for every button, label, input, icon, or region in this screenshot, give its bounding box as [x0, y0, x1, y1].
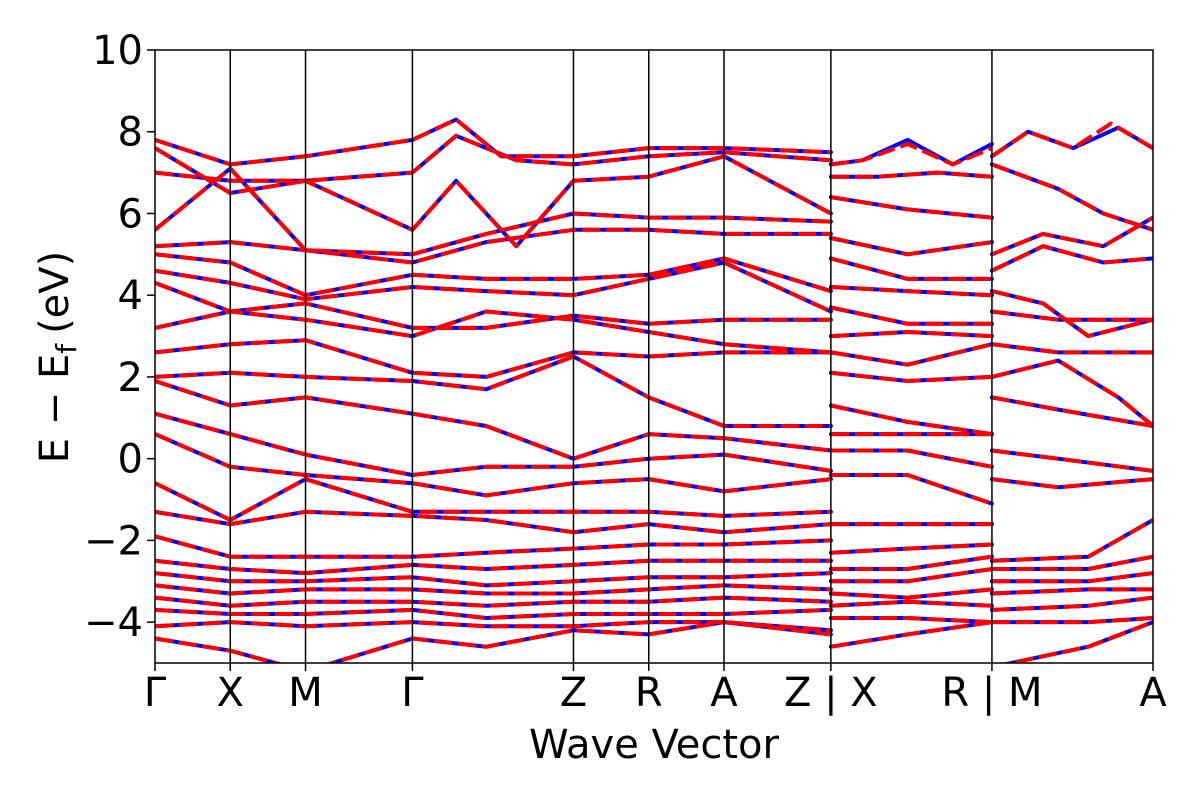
band-line [155, 534, 831, 559]
band-line [155, 227, 831, 265]
band-line [830, 285, 992, 298]
x-tick-label: A [1139, 670, 1167, 716]
band-line [830, 403, 993, 437]
band-line [830, 342, 993, 367]
band-line [155, 281, 831, 330]
band-line [991, 595, 1153, 612]
y-axis-title-unit: (eV) [32, 251, 78, 334]
band-line [155, 354, 833, 428]
band-line [155, 558, 831, 576]
bands-layer [155, 117, 1153, 663]
band-line [830, 620, 993, 649]
band-line [991, 554, 1153, 571]
band-line [991, 477, 1153, 490]
band-line [991, 309, 1153, 322]
kpoint-lines-layer [229, 50, 993, 663]
band-line [828, 305, 994, 326]
band-line [155, 354, 831, 428]
band-line [155, 379, 832, 461]
y-tick-label: −4 [84, 600, 143, 646]
band-line [155, 595, 831, 608]
band-line [155, 117, 831, 167]
band-line [155, 607, 831, 620]
band-line [991, 244, 1153, 273]
band-line [991, 162, 1153, 232]
band-line [830, 370, 992, 383]
band-line [830, 616, 992, 625]
y-tick-label: −2 [84, 518, 143, 564]
y-tick-label: 10 [92, 28, 143, 74]
band-line [155, 477, 833, 522]
x-tick-label: R | M [941, 670, 1042, 716]
band-line [828, 473, 994, 506]
y-axis-title-main: E − E [32, 354, 78, 464]
band-line [155, 432, 833, 498]
x-tick-label: Z [560, 670, 587, 716]
y-tick-label: 4 [118, 273, 143, 319]
band-line [155, 260, 832, 314]
band-line [991, 448, 1153, 473]
band-line [155, 432, 832, 498]
x-tick-label: R [635, 670, 663, 716]
band-line [155, 133, 833, 195]
y-axis-title-subscript: f [50, 343, 83, 354]
band-line [155, 411, 832, 477]
band-line [828, 256, 994, 281]
band-line [155, 338, 831, 379]
band-line [830, 256, 992, 281]
band-line [991, 358, 1153, 428]
band-line [830, 567, 993, 584]
band-line [830, 473, 993, 506]
band-line [830, 599, 992, 608]
band-line [155, 133, 832, 195]
band-line [830, 195, 993, 220]
y-axis-title: E − Ef (eV) [32, 251, 83, 464]
band-line [990, 121, 1153, 158]
band-line [830, 587, 993, 600]
x-tick-label: Γ [401, 670, 424, 716]
x-axis-title: Wave Vector [529, 722, 780, 768]
x-tick-label: Z | X [784, 670, 878, 716]
band-line [155, 620, 832, 633]
band-line [155, 252, 832, 298]
band-line [830, 330, 992, 339]
y-tick-label: 2 [118, 355, 143, 401]
band-line [991, 342, 1153, 355]
band-line [155, 379, 833, 461]
plot-frame [154, 49, 1154, 664]
band-line [1001, 620, 1153, 663]
band-line [155, 509, 832, 535]
band-line [991, 395, 1153, 428]
band-line [830, 236, 993, 257]
band-line [155, 166, 831, 257]
band-line [155, 154, 832, 249]
band-line [155, 620, 832, 663]
y-tick-label: 6 [118, 191, 143, 237]
x-tick-label: A [710, 670, 738, 716]
band-line [989, 518, 1153, 563]
band-line [991, 215, 1153, 257]
band-line [830, 554, 993, 571]
x-tick-label: Γ [144, 670, 167, 716]
band-line [830, 448, 993, 469]
band-line [991, 571, 1153, 584]
band-line [830, 542, 992, 555]
band-line [991, 587, 1153, 596]
band-line [991, 616, 1153, 625]
y-tick-label: 8 [118, 110, 143, 156]
band-line [155, 309, 832, 355]
band-line [155, 571, 831, 588]
y-axis-ticks: 10 8 6 4 2 0 −2 −4 [84, 28, 155, 646]
band-line [155, 477, 831, 522]
band-line [155, 583, 831, 596]
band-line [991, 518, 1153, 563]
band-line [830, 170, 993, 179]
x-tick-label: X [217, 670, 244, 716]
y-tick-label: 0 [118, 437, 143, 483]
band-line [830, 305, 992, 326]
x-tick-label: M [288, 670, 323, 716]
band-line [830, 142, 993, 167]
